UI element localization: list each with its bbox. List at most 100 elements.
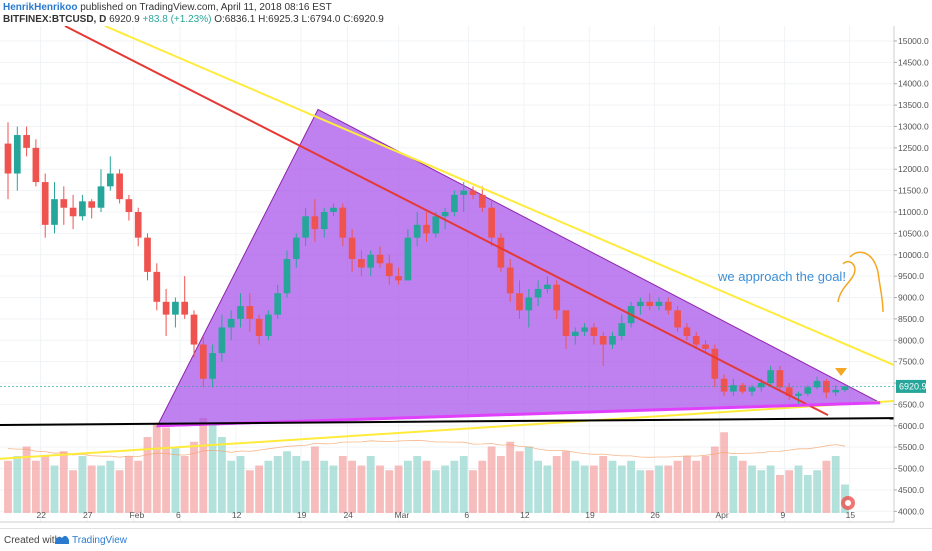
- yellow-lower-trendline[interactable]: [0, 399, 895, 460]
- candle-body: [599, 336, 607, 345]
- y-tick-label: 10500.0: [898, 228, 929, 238]
- candle-body: [292, 237, 300, 260]
- candle-body: [785, 387, 793, 396]
- volume-bar: [320, 460, 329, 513]
- volume-bar: [794, 465, 803, 513]
- candle-body: [283, 259, 291, 294]
- volume-bar: [822, 460, 831, 513]
- author-name[interactable]: HenrikHenrikoo: [3, 2, 78, 13]
- x-tick-label: 9: [781, 510, 786, 520]
- candle-body: [609, 336, 616, 345]
- x-tick-label: 24: [343, 510, 353, 520]
- volume-bar: [469, 470, 477, 513]
- candle-body: [404, 237, 412, 281]
- volume-bar: [543, 465, 552, 513]
- candle-body: [13, 135, 21, 174]
- volume-bar: [636, 470, 645, 513]
- y-tick-label: 10000.0: [898, 250, 929, 260]
- candle-body: [181, 301, 189, 315]
- candle-body: [69, 207, 77, 217]
- volume-bar: [338, 456, 347, 513]
- candle-body: [32, 147, 40, 183]
- publish-info: HenrikHenrikoo published on TradingView.…: [3, 2, 332, 13]
- annotation-text[interactable]: we approach the goal!: [717, 269, 846, 284]
- candle-body: [413, 224, 421, 238]
- candle-body: [97, 186, 105, 208]
- volume-bar: [655, 465, 663, 513]
- candle-body: [562, 310, 570, 336]
- candle-body: [227, 318, 235, 328]
- candle-body: [618, 323, 626, 336]
- volume-bar: [748, 465, 756, 513]
- candle-body: [674, 310, 681, 328]
- y-tick-label: 8000.0: [898, 335, 924, 345]
- candle-body: [274, 293, 282, 315]
- candle-body: [637, 301, 644, 307]
- candle-body: [441, 212, 449, 217]
- candle-body: [804, 387, 812, 394]
- candle-body: [516, 293, 523, 311]
- candle-body: [702, 344, 709, 349]
- candle-body: [4, 143, 12, 174]
- candle-body: [748, 387, 756, 392]
- red-trendline[interactable]: [64, 26, 829, 416]
- candle-body: [460, 190, 468, 195]
- x-tick-label: 19: [585, 510, 595, 520]
- volume-bar: [831, 456, 840, 513]
- x-tick-label: 26: [650, 510, 660, 520]
- y-tick-label: 12500.0: [898, 143, 929, 153]
- volume-bar: [283, 451, 291, 513]
- candlesticks: [4, 122, 849, 405]
- volume-bar: [552, 456, 561, 513]
- candle-body: [451, 194, 458, 212]
- volume-bar: [87, 465, 96, 513]
- volume-bar: [580, 465, 589, 513]
- settings-icon[interactable]: [841, 496, 855, 510]
- x-tick-label: Mar: [395, 510, 410, 520]
- tradingview-logo-icon[interactable]: [54, 532, 70, 546]
- x-tick-label: 19: [297, 510, 307, 520]
- volume-bar: [97, 465, 105, 513]
- candle-body: [776, 370, 784, 388]
- volume-bar: [785, 470, 794, 513]
- support-line[interactable]: [0, 417, 895, 426]
- candle-body: [199, 344, 207, 379]
- volume-bar: [738, 460, 747, 513]
- candle-body: [330, 207, 337, 212]
- volume-bar: [310, 446, 319, 513]
- price-chart[interactable]: we approach the goal! 15000.0 14500.0 1400…: [0, 26, 932, 528]
- candle-body: [116, 173, 123, 200]
- y-tick-label: 13500.0: [898, 100, 929, 110]
- tradingview-brand[interactable]: TradingView: [72, 535, 128, 546]
- price-change: +83.8 (+1.23%): [142, 14, 212, 25]
- y-tick-label: 6000.0: [898, 421, 924, 431]
- candle-body: [209, 353, 216, 379]
- volume-bar: [124, 456, 133, 513]
- yellow-upper-trendline[interactable]: [104, 26, 895, 366]
- candle-body: [683, 327, 691, 336]
- volume-bar: [645, 470, 654, 513]
- candle-body: [237, 306, 244, 319]
- candle-body: [41, 182, 49, 225]
- volume-bar: [422, 460, 431, 513]
- candle-body: [739, 385, 747, 392]
- volume-bar: [162, 427, 171, 513]
- candle-body: [767, 370, 774, 384]
- ohlc-open: O:6836.1: [214, 14, 256, 25]
- volume-bar: [617, 465, 626, 513]
- volume-bar: [208, 422, 217, 513]
- volume-bar: [571, 460, 580, 513]
- volume-bar: [227, 460, 236, 513]
- candle-body: [571, 331, 579, 336]
- candle-body: [544, 284, 551, 289]
- candle-body: [125, 199, 133, 212]
- volume-bar: [245, 470, 254, 513]
- y-tick-label: 7500.0: [898, 357, 924, 367]
- volume-bar: [701, 456, 710, 513]
- volume-bar: [273, 456, 282, 513]
- x-tick-label: 22: [37, 510, 47, 520]
- y-tick-label: 4000.0: [898, 506, 924, 516]
- candle-body: [265, 314, 272, 336]
- x-tick-label: Apr: [715, 510, 728, 520]
- volume-bar: [152, 422, 161, 513]
